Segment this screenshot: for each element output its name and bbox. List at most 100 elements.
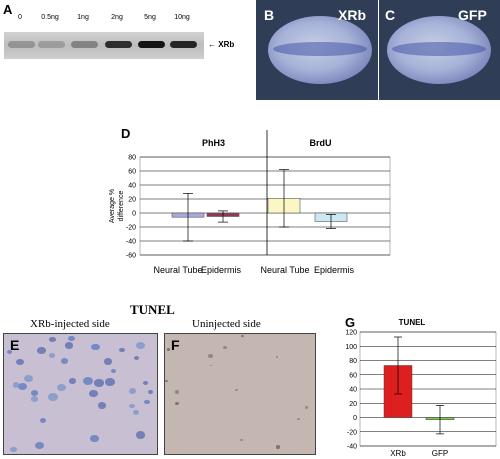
stained-nucleus [143,380,149,385]
stained-nucleus [23,374,34,383]
y-tick-label: 120 [345,330,357,337]
stained-nucleus [105,378,115,387]
category-label: Neural Tube [153,265,202,275]
stained-nucleus [6,349,12,354]
y-tick-label: 60 [128,169,136,176]
y-tick-label: -20 [126,225,136,232]
stained-nucleus [133,409,140,415]
lane-label: 2ng [111,14,123,21]
y-tick-label: 20 [349,401,357,408]
stained-nucleus [64,342,73,349]
stained-nucleus [82,376,93,385]
stained-nucleus [97,402,106,409]
panel-c-tag: GFP [458,7,487,23]
panel-e-caption: XRb-injected side [30,318,110,330]
stained-nucleus [12,382,20,388]
stained-nucleus [210,364,213,367]
chart-title: TUNEL [399,318,426,327]
lane-label: 0 [18,14,22,21]
y-tick-label: 60 [349,372,357,379]
arrow-left-icon: ← [208,40,216,49]
stained-nucleus [174,390,180,394]
stained-nucleus [48,393,59,401]
stained-nucleus [110,368,117,373]
embryo-gfp-panel: C GFP [379,0,500,100]
stained-nucleus [17,383,27,391]
stained-nucleus [129,404,135,409]
lane-label: 0.5ng [41,14,59,21]
panel-e-letter: E [10,337,20,353]
category-label: Epidermis [201,265,242,275]
stained-nucleus [208,354,213,358]
plot-area [139,156,391,256]
stained-nucleus [56,383,66,391]
stained-nucleus [37,347,46,354]
embryo-image [268,16,372,84]
stained-nucleus [90,435,99,442]
blot-strip [4,32,204,59]
group-label: BrdU [310,138,332,148]
panel-g-letter: G [345,315,356,330]
band-label: ← XRb [208,40,234,49]
stained-nucleus [136,341,146,350]
stained-nucleus [49,352,56,358]
category-label: GFP [432,449,448,458]
y-tick-label: 0 [353,415,357,422]
stained-nucleus [128,387,137,394]
y-tick-label: 80 [349,358,357,365]
band-label-text: XRb [218,40,235,49]
y-tick-label: -40 [126,239,136,246]
blot-band [38,41,65,48]
y-tick-label: 80 [128,155,136,162]
y-tick-label: 100 [345,344,357,351]
panel-f-letter: F [171,337,180,353]
stained-nucleus [167,348,170,351]
y-tick-label: 0 [132,211,136,218]
micrograph-uninjected: F [164,333,316,455]
stained-nucleus [147,389,153,395]
micrograph-xrb-injected: E [3,333,158,455]
lane-label: 10ng [174,14,190,21]
y-axis-label: Average % difference [109,189,125,223]
panel-d-letter: D [121,126,131,141]
stained-nucleus [9,446,17,453]
panel-a-letter: A [3,2,13,17]
stained-nucleus [297,418,301,421]
stained-nucleus [30,390,38,396]
stained-nucleus [49,337,56,342]
panel-c-letter: C [385,7,396,23]
stained-nucleus [89,390,98,398]
y-tick-label: 20 [128,197,136,204]
stained-nucleus [31,396,39,403]
tunel-title: TUNEL [130,302,175,317]
stained-nucleus [133,355,139,360]
stained-nucleus [240,334,244,338]
panel-b-letter: B [264,7,275,23]
blot-band [105,41,132,48]
stained-nucleus [234,388,239,392]
stained-nucleus [276,445,281,449]
stained-nucleus [60,358,68,364]
group-label: PhH3 [202,138,225,148]
y-tick-label: 40 [128,183,136,190]
stained-nucleus [69,377,77,384]
category-label: Epidermis [314,265,355,275]
stained-nucleus [304,406,308,409]
stained-nucleus [40,418,47,424]
chart-g: TUNEL -40 -20 0 20 40 60 80 100 120 XRb GFP [345,318,497,458]
y-tick-label: 40 [349,387,357,394]
blot-band [71,41,98,48]
category-label: Neural Tube [260,265,309,275]
stained-nucleus [68,335,75,341]
embryo-image [387,16,491,84]
stained-nucleus [103,358,112,365]
stained-nucleus [165,379,169,383]
stained-nucleus [118,347,125,353]
stained-nucleus [34,441,45,450]
stained-nucleus [222,346,227,350]
panel-b-tag: XRb [338,7,366,23]
lane-label: 1ng [77,14,89,21]
stained-nucleus [240,438,243,442]
stained-nucleus [144,399,150,405]
stained-nucleus [94,379,104,387]
